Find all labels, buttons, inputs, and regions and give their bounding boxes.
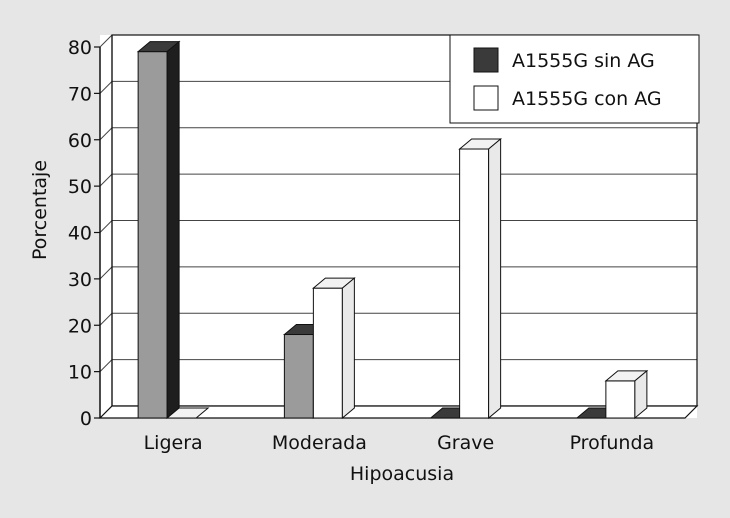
y-tick-label: 10 [68,362,92,384]
y-tick-label: 0 [80,408,92,430]
bar-con-ag-grave [458,137,503,420]
gridline-depth [99,127,113,141]
legend-swatch-con-ag [473,85,499,111]
y-tick-label: 20 [68,315,92,337]
x-axis-title: Hipoacusia [350,463,454,485]
x-tick-label: Grave [437,432,494,454]
floor [98,405,699,419]
gridline-depth [99,34,113,48]
gridline-depth [99,359,113,372]
x-axis: Ligera Moderada Grave Profunda [144,432,655,454]
y-tick-label: 70 [68,83,92,105]
legend-swatch-sin-ag [473,47,499,73]
bars [136,40,649,420]
y-tick-label: 80 [68,37,92,59]
y-axis-title: Porcentaje [29,160,51,260]
gridline-depth [99,266,113,280]
bar-con-ag-moderada [311,277,356,420]
x-tick-label: Profunda [570,432,655,454]
bar-con-ag-profunda [604,369,649,420]
y-tick-label: 60 [68,130,92,152]
legend-label-sin-ag: A1555G sin AG [512,50,655,72]
bar-con-ag-ligera [165,407,210,419]
gridline-depth [99,173,113,187]
y-tick-label: 40 [68,223,92,245]
y-tick-label: 50 [68,176,92,198]
legend-label-con-ag: A1555G con AG [512,88,662,110]
y-tick-label: 30 [68,269,92,291]
y-axis: 0 10 20 30 40 50 60 70 80 [68,37,101,430]
x-tick-label: Ligera [144,432,203,454]
bar-sin-ag-ligera [136,40,181,420]
x-tick-label: Moderada [272,432,367,454]
gridline-depth [99,312,113,326]
gridline-depth [99,81,113,94]
legend: A1555G sin AG A1555G con AG [449,34,700,124]
gridline-depth [99,220,113,233]
